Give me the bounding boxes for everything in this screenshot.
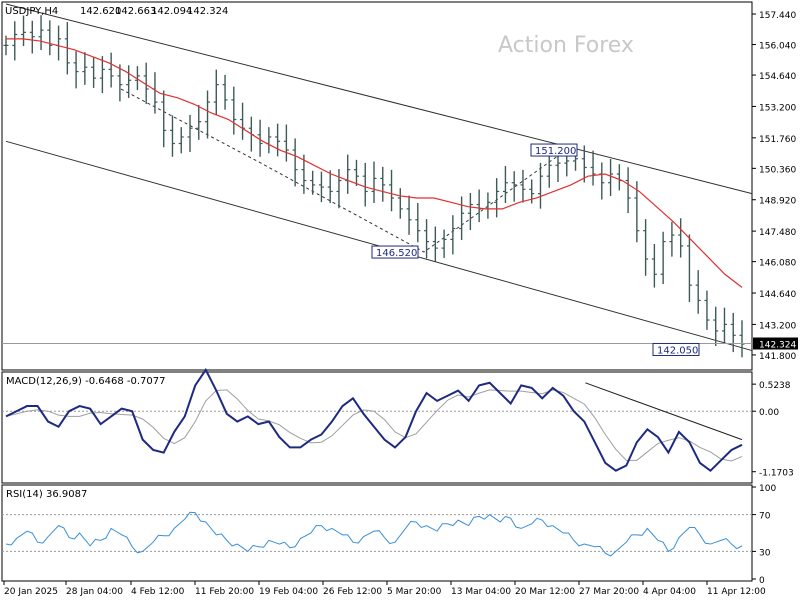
price-y-tick-label: 148.920 [759, 197, 796, 207]
rsi-y-tick-label: 100 [759, 484, 776, 494]
price-y-tick-label: 146.080 [759, 259, 796, 269]
macd-layer [2, 367, 752, 472]
x-tick-label: 11 Feb 20:00 [195, 587, 254, 597]
price-layer: 151.200 146.520 142.050 [2, 3, 753, 358]
price-header-close: 142.324 [187, 6, 228, 17]
x-tick-label: 26 Feb 12:00 [323, 587, 382, 597]
watermark: Action Forex [498, 33, 634, 58]
current-price-label-box [753, 337, 798, 350]
price-y-tick-label: 153.200 [759, 103, 796, 113]
rsi-label: RSI(14) 36.9087 [6, 489, 87, 500]
rsi-line [5, 511, 743, 557]
macd-trend-line [585, 382, 743, 441]
price-y-tick-label: 143.200 [759, 321, 796, 331]
axis-layer: 157.440 156.040 154.640 153.200 151.760 150.3… [3, 11, 798, 597]
x-tick-label: 11 Apr 12:00 [707, 587, 766, 597]
moving-average-line [6, 38, 743, 288]
x-tick-label: 19 Feb 04:00 [259, 587, 318, 597]
price-annotation-label: 151.200 [535, 146, 576, 157]
price-y-tick-label: 150.360 [759, 165, 796, 175]
x-tick-label: 27 Mar 20:00 [579, 587, 639, 597]
macd-y-tick-label: 0.00 [759, 408, 779, 418]
rsi-y-tick-label: 0 [759, 576, 765, 586]
price-annotation-box [652, 342, 700, 356]
price-header-open: 142.620 [80, 6, 121, 17]
rsi-y-tick-label: 70 [759, 512, 771, 522]
price-header-high: 142.663 [115, 6, 156, 17]
price-annotation-label: 142.050 [657, 345, 698, 356]
rsi-y-tick-label: 30 [759, 548, 771, 558]
price-annotation-box [371, 245, 419, 259]
x-tick-label: 20 Jan 2025 [4, 587, 58, 597]
price-y-tick-label: 156.040 [759, 42, 796, 52]
macd-main-line [5, 367, 743, 472]
macd-panel-frame [1, 371, 753, 484]
macd-signal-line [5, 389, 743, 462]
price-header-symbol: USDJPY,H4 [5, 6, 58, 17]
x-tick-label: 4 Apr 04:00 [643, 587, 696, 597]
price-y-tick-label: 151.760 [759, 135, 796, 145]
price-y-tick-label: 144.640 [759, 290, 796, 300]
current-price-label: 142.324 [759, 341, 796, 351]
price-annotation-box [530, 143, 578, 157]
macd-y-tick-label: -1.1703 [759, 469, 794, 479]
price-panel-frame [1, 1, 753, 371]
x-tick-label: 20 Mar 12:00 [515, 587, 575, 597]
rsi-layer [2, 511, 752, 557]
price-y-tick-label: 154.640 [759, 72, 796, 82]
macd-label: MACD(12,26,9) -0.6468 -0.7077 [6, 376, 166, 387]
channel-upper-line [5, 3, 753, 195]
x-tick-label: 13 Mar 04:00 [451, 587, 511, 597]
dashed-trend-line [120, 88, 567, 253]
price-annotation-label: 146.520 [376, 248, 417, 259]
price-y-tick-label: 157.440 [759, 11, 796, 21]
x-tick-label: 28 Jan 04:00 [66, 587, 123, 597]
rsi-panel-frame [1, 484, 753, 582]
x-tick-label: 5 Mar 20:00 [387, 587, 442, 597]
price-header-low: 142.094 [151, 6, 192, 17]
price-y-tick-label: 141.800 [759, 352, 796, 362]
macd-y-tick-label: 0.5238 [759, 381, 791, 391]
price-y-tick-label: 147.480 [759, 228, 796, 238]
x-tick-label: 4 Feb 12:00 [131, 587, 185, 597]
